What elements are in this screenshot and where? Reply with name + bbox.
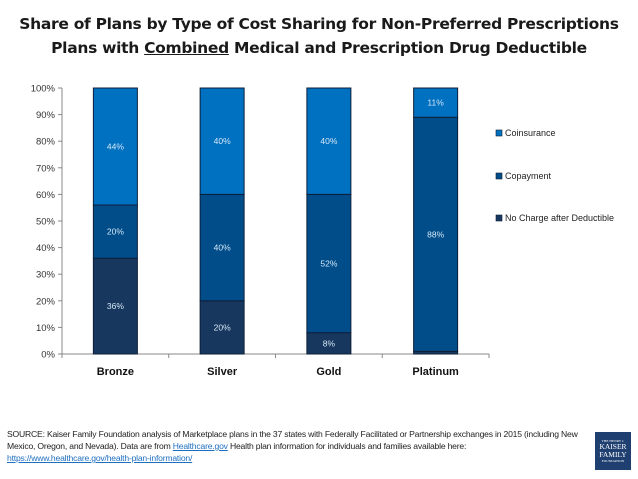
legend-swatch [495, 172, 503, 180]
y-tick-label: 30% [36, 270, 56, 281]
health-plan-information-link[interactable]: https://www.healthcare.gov/health-plan-i… [7, 453, 193, 463]
title-line-2-suffix: Medical and Prescription Drug Deductible [228, 39, 587, 57]
legend-label: Copayment [505, 171, 552, 181]
x-category-label: Platinum [412, 366, 459, 378]
y-tick-label: 90% [36, 110, 56, 121]
legend-swatch [495, 214, 503, 222]
bar-segment [306, 193, 352, 334]
data-label: 52% [320, 259, 337, 269]
data-label: 8% [323, 338, 336, 348]
data-labels: 36% 20% 44% 20% 40% 40% 8% 52% 40% 88% 11% [107, 98, 445, 349]
bar-segment [92, 87, 138, 206]
data-label: 40% [214, 243, 231, 253]
bar-segment [306, 87, 352, 195]
x-category-label: Gold [316, 366, 341, 378]
title-line-1: Share of Plans by Type of Cost Sharing f… [19, 15, 619, 33]
logo-line-3: FAMILY [599, 450, 627, 459]
title-underlined-word: Combined [144, 39, 229, 57]
data-label: 88% [427, 229, 444, 239]
logo-line-1: THE HENRY J. [601, 439, 625, 443]
y-tick-label: 20% [36, 296, 56, 307]
data-label: 40% [214, 136, 231, 146]
healthcare-gov-link[interactable]: Healthcare.gov [172, 441, 228, 451]
y-tick-label: 40% [36, 243, 56, 254]
title-line-2: Plans with Combined Medical and Prescrip… [0, 36, 638, 60]
bar-segment [413, 116, 459, 352]
x-category-label: Bronze [97, 366, 134, 378]
y-tick-label: 80% [36, 137, 56, 148]
data-label: 20% [214, 322, 231, 332]
bar-segment [199, 300, 245, 355]
data-label: 20% [107, 227, 124, 237]
logo-line-4: FOUNDATION [601, 459, 625, 463]
stacked-bar-chart: 0% 10% 20% 30% 40% 50% 60% 70% 80% 90% 100% Bronze S… [31, 84, 614, 379]
y-tick-label: 10% [36, 323, 56, 334]
bar-segment [92, 204, 138, 259]
y-tick-label: 70% [36, 163, 56, 174]
data-label: 36% [107, 301, 124, 311]
legend: Coinsurance Copayment No Charge after Dedu… [495, 128, 614, 223]
bars [92, 87, 459, 355]
kaiser-family-foundation-logo: THE HENRY J. KAISER FAMILY FOUNDATION [595, 432, 631, 470]
y-tick-label: 50% [36, 217, 56, 228]
title-line-2-prefix: Plans with [51, 39, 145, 57]
logo-line-2: KAISER [599, 442, 627, 451]
bar-segment [413, 87, 459, 118]
source-text-1: SOURCE: Kaiser Family Foundation analysi… [7, 429, 578, 451]
y-tick-label: 60% [36, 190, 56, 201]
data-label: 44% [107, 142, 124, 152]
data-label: 11% [427, 98, 444, 108]
bar-segment [199, 87, 245, 195]
y-tick-label: 100% [31, 84, 56, 95]
chart-title: Share of Plans by Type of Cost Sharing f… [0, 12, 638, 60]
x-category-label: Silver [207, 366, 238, 378]
legend-label: Coinsurance [505, 128, 556, 138]
source-text-2: Health plan information for individuals … [227, 441, 467, 451]
legend-label: No Charge after Deductible [505, 213, 614, 223]
y-tick-label: 0% [41, 350, 55, 361]
source-note: SOURCE: Kaiser Family Foundation analysi… [7, 428, 582, 464]
legend-swatch [495, 129, 503, 137]
data-label: 40% [320, 136, 337, 146]
